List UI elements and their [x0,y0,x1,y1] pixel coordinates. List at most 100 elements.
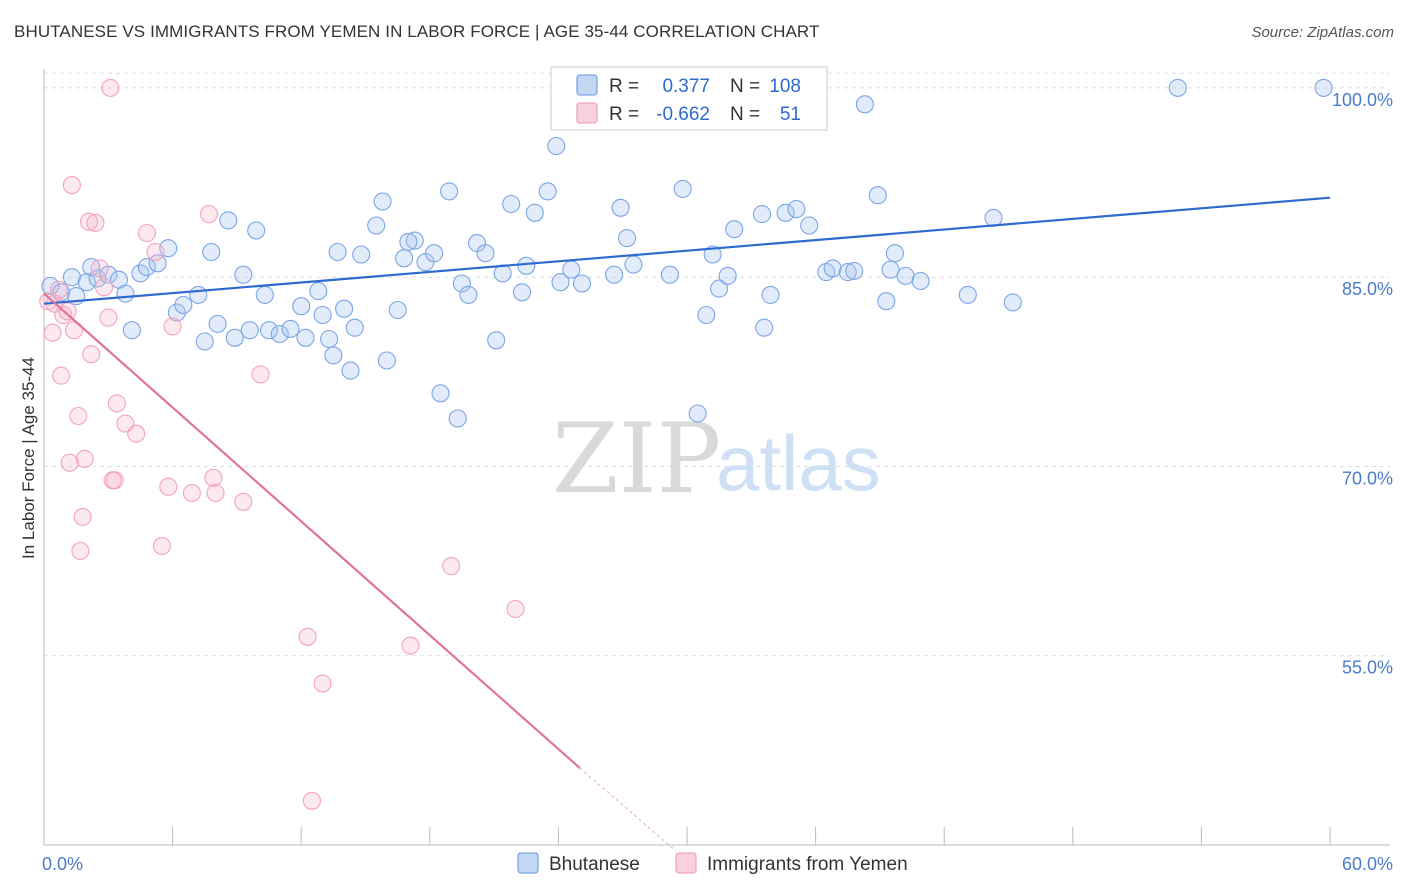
point-yemen [302,791,321,810]
point-bhutanese [77,273,96,292]
point-bhutanese [958,285,977,304]
point-bhutanese [219,211,238,230]
point-bhutanese [377,351,396,370]
point-bhutanese [431,384,450,403]
point-yemen [86,213,105,232]
point-yemen [127,424,146,443]
point-yemen [206,483,225,503]
point-bhutanese [259,321,279,340]
legend-r-value-1: 0.377 [662,76,710,97]
point-bhutanese [611,198,630,217]
point-bhutanese [562,260,581,279]
point-bhutanese [487,331,506,350]
point-bhutanese [313,305,332,325]
point-bhutanese [877,292,896,311]
point-bhutanese [324,346,343,365]
point-bhutanese [448,409,467,428]
point-bhutanese [881,260,900,279]
trend-line-yemen-extension [579,767,677,852]
point-bhutanese [761,285,780,304]
point-yemen [69,406,88,426]
point-bhutanese [137,258,156,277]
point-bhutanese [452,274,471,293]
data-points [39,78,1333,810]
y-tick-label: 70.0% [1342,468,1393,488]
point-bhutanese [673,179,692,198]
point-bhutanese [345,318,364,337]
bottom-legend-swatch-bhutanese [517,852,539,874]
y-tick-label: 55.0% [1342,658,1393,678]
point-bhutanese [440,182,459,201]
point-yemen [163,317,182,336]
point-yemen [73,507,92,526]
bottom-legend-swatch-yemen [675,852,697,874]
point-bhutanese [896,266,915,285]
point-bhutanese [525,203,544,222]
x-tick-label-min: 0.0% [42,854,83,874]
point-bhutanese [270,324,289,344]
point-bhutanese [512,283,532,302]
point-bhutanese [725,220,744,239]
point-bhutanese [1314,78,1333,97]
point-bhutanese [660,265,679,284]
point-bhutanese [710,279,729,298]
point-yemen [101,78,120,97]
point-yemen [79,212,99,231]
axes [43,69,1390,846]
point-bhutanese [367,216,386,235]
point-bhutanese [352,245,371,264]
point-bhutanese [624,255,643,274]
point-bhutanese [1003,293,1022,312]
bottom-legend-label-yemen: Immigrants from Yemen [707,854,908,875]
point-bhutanese [399,232,418,251]
point-yemen [94,278,114,297]
point-bhutanese [225,328,244,347]
point-bhutanese [476,244,495,263]
legend-r-value-2: -0.662 [656,104,710,125]
point-bhutanese [459,285,478,304]
grid-lines [44,72,1390,657]
point-bhutanese [328,242,347,262]
bottom-legend-label-bhutanese: Bhutanese [549,854,640,875]
point-bhutanese [551,273,570,292]
point-yemen [298,627,317,646]
legend-r-label-2: R = [609,104,639,125]
point-yemen [107,394,126,413]
point-yemen [64,321,84,340]
point-bhutanese [502,194,521,214]
point-yemen [75,449,94,468]
point-bhutanese [52,283,71,302]
trend-line-bhutanese [43,196,1331,305]
point-bhutanese [195,332,214,351]
point-yemen [199,205,219,224]
point-bhutanese [911,271,930,291]
y-tick-label: 85.0% [1342,279,1393,299]
legend-n-label-2: N = [730,104,760,125]
point-bhutanese [755,318,774,337]
point-bhutanese [309,282,328,301]
x-tick-labels: 0.0% 60.0% [42,854,1393,874]
point-bhutanese [703,245,722,264]
point-bhutanese [131,264,150,283]
point-bhutanese [517,256,536,275]
point-bhutanese [320,329,339,349]
point-bhutanese [425,244,444,263]
legend-r-label-1: R = [609,76,639,97]
point-bhutanese [373,192,392,211]
x-tick-label-max: 60.0% [1342,854,1393,874]
point-bhutanese [823,259,842,278]
point-bhutanese [395,249,414,268]
legend-n-value-2: 51 [780,104,801,125]
point-yemen [506,599,525,619]
point-yemen [90,259,109,278]
point-bhutanese [688,404,707,423]
point-bhutanese [234,265,253,284]
point-bhutanese [247,221,266,240]
point-yemen [401,636,420,655]
legend-swatch-bhutanese [576,74,598,96]
watermark-atlas: atlas [716,419,881,507]
point-bhutanese [296,328,315,347]
point-yemen [152,536,171,556]
point-yemen [251,365,270,384]
trend-line-yemen [43,292,581,769]
